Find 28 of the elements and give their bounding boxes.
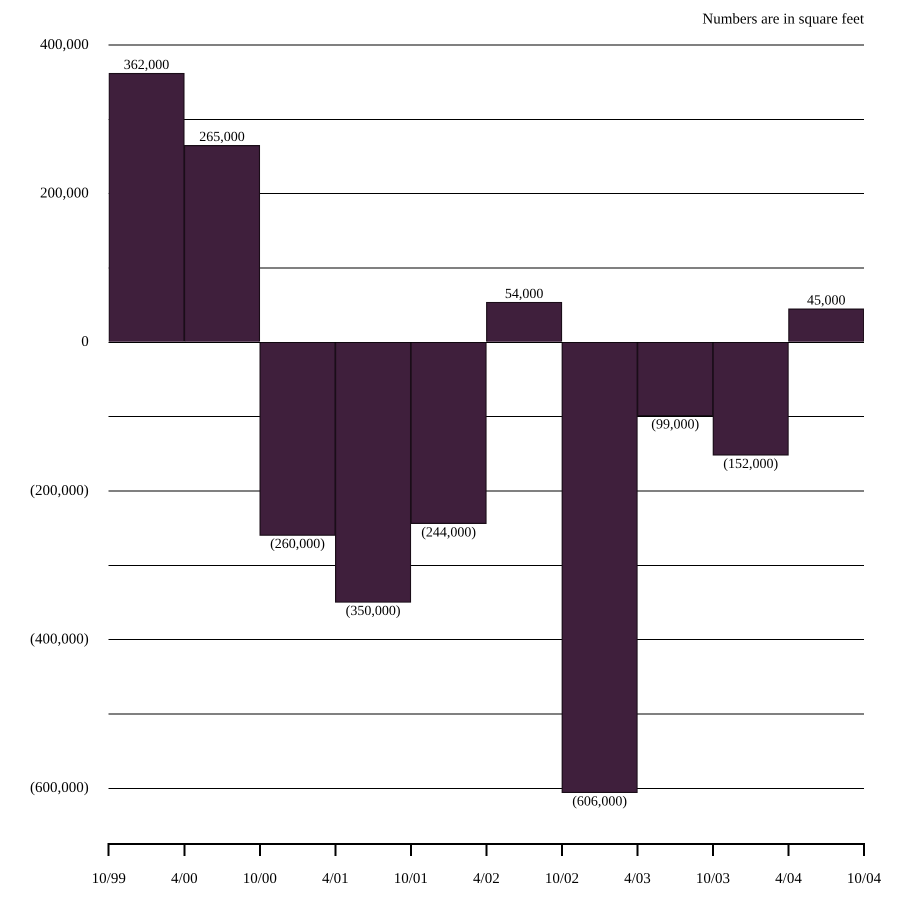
x-tick-label: 10/01: [394, 870, 428, 887]
text: Numbers are in square feet: [702, 11, 865, 28]
y-tick-label: 400,000: [40, 36, 89, 53]
x-tick-label: 10/02: [544, 870, 579, 887]
data-label: 362,000: [124, 58, 170, 73]
y-tick-label: 0: [81, 334, 89, 350]
x-tick-label: 10/99: [92, 870, 126, 887]
data-label: 54,000: [504, 286, 544, 302]
x-tick-label: 4/00: [170, 870, 198, 887]
x-tick-label: 4/01: [322, 870, 349, 887]
data-label: (99,000): [651, 418, 700, 433]
data-label: (350,000): [346, 604, 401, 620]
data-label: 45,000: [806, 294, 846, 309]
x-tick-label: 10/04: [846, 870, 882, 887]
x-tick-label: 10/00: [242, 870, 277, 887]
y-tick-label: (200,000): [30, 482, 89, 499]
x-tick-label: 4/02: [473, 870, 500, 887]
data-label: 265,000: [199, 130, 245, 146]
y-tick-label: 200,000: [40, 186, 89, 202]
x-tick-label: 4/03: [624, 870, 651, 887]
data-label: (606,000): [572, 794, 628, 810]
y-tick-label: (600,000): [30, 780, 89, 796]
y-tick-label: (400,000): [30, 632, 89, 648]
data-label: (152,000): [723, 456, 778, 472]
x-tick-label: 4/04: [775, 870, 802, 887]
data-label: (260,000): [270, 537, 326, 552]
data-label: (244,000): [421, 525, 476, 540]
x-tick-label: 10/03: [696, 870, 730, 887]
